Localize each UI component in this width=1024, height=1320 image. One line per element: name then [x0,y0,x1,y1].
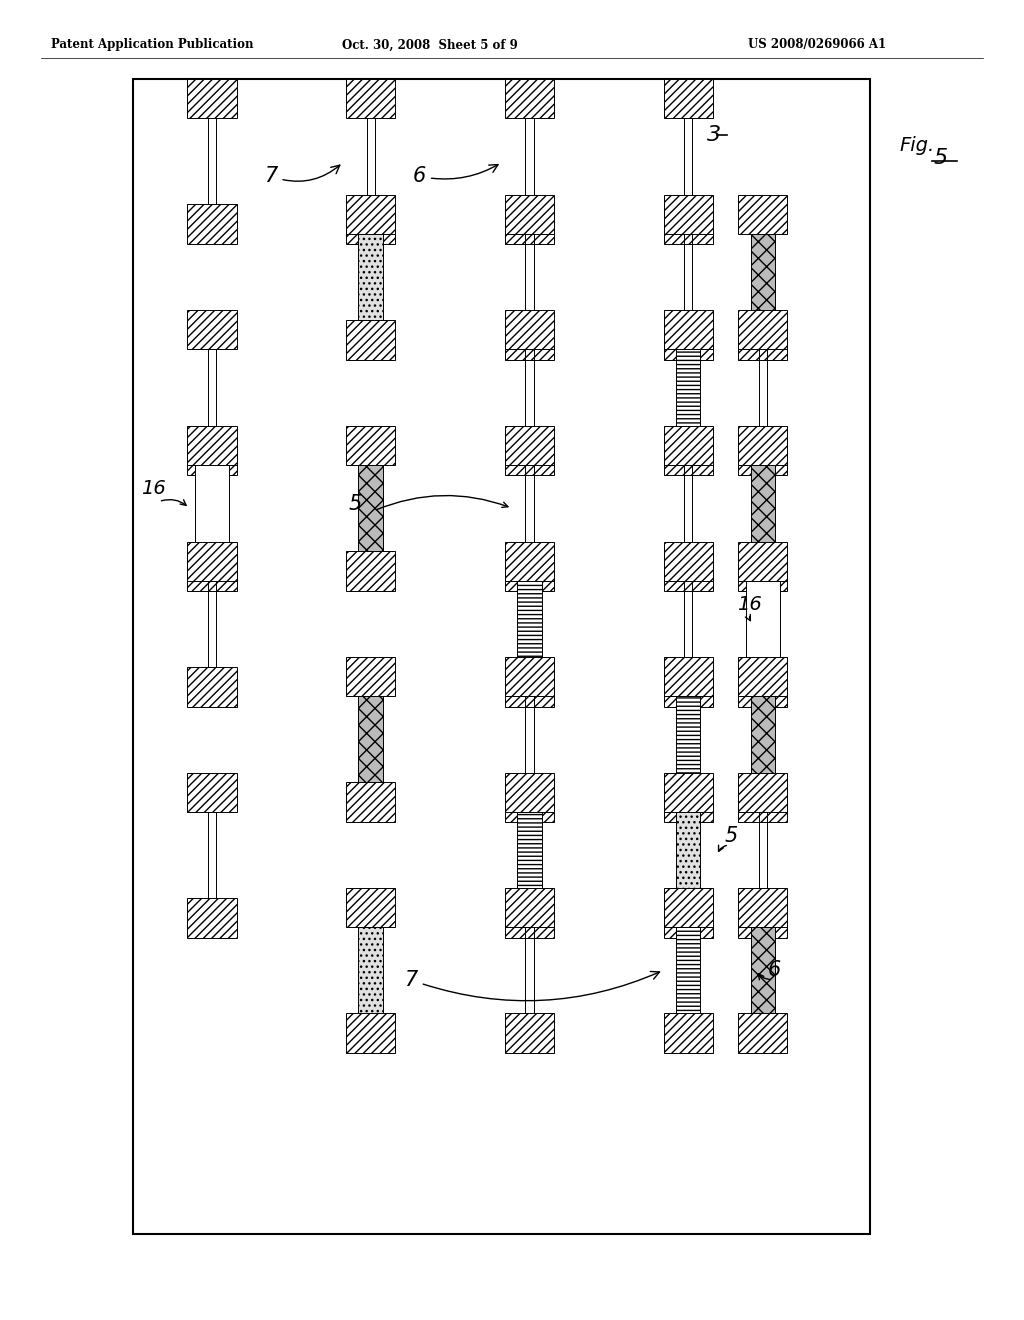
Bar [187,774,237,813]
Bar [505,781,554,821]
Bar [346,552,395,591]
Bar [738,541,787,581]
Bar [738,552,787,591]
Text: 5: 5 [725,825,738,846]
Bar [346,656,395,697]
Text: Fig.: Fig. [899,136,934,154]
Bar [358,235,383,319]
Bar [187,425,237,466]
Bar [187,541,237,581]
Text: 5: 5 [348,494,361,515]
Bar [346,319,395,359]
Bar [676,812,700,898]
Bar [738,781,787,821]
Bar [195,466,229,552]
Bar [505,774,554,813]
Bar [664,79,713,119]
Bar [358,466,383,552]
Bar [664,781,713,821]
Bar [738,774,787,813]
Bar [664,1014,713,1053]
Bar [346,79,395,119]
Bar [745,581,780,667]
Bar [187,203,237,243]
Bar [505,668,554,708]
Bar [187,436,237,475]
Bar [187,552,237,591]
Bar [358,927,383,1014]
Bar [664,656,713,697]
Text: 3: 3 [707,124,721,145]
Bar [664,436,713,475]
Bar [676,697,700,781]
Text: 7: 7 [404,970,659,1001]
Bar [664,194,713,235]
Text: 16: 16 [737,595,762,614]
Bar [751,697,775,781]
Bar [664,898,713,937]
Text: 7: 7 [264,165,340,186]
Bar [517,581,542,667]
Bar [738,425,787,466]
Bar [133,79,870,1234]
Bar [738,656,787,697]
Text: 5: 5 [934,148,948,169]
Bar [505,319,554,359]
Bar [664,774,713,813]
Bar [187,79,237,119]
Bar [738,194,787,235]
Bar [187,310,237,350]
Bar [358,697,383,781]
Bar [505,436,554,475]
Bar [505,541,554,581]
Bar [346,1014,395,1053]
Text: 6: 6 [768,960,781,981]
Bar [738,668,787,708]
Text: 16: 16 [141,479,166,498]
Bar [346,781,395,821]
Bar [738,436,787,475]
Bar [664,541,713,581]
Bar [664,425,713,466]
Bar [346,425,395,466]
Bar [738,319,787,359]
Bar [738,310,787,350]
Bar [187,668,237,708]
Bar [346,887,395,927]
Bar [676,348,700,436]
Bar [505,425,554,466]
Bar [505,79,554,119]
Bar [346,194,395,235]
Bar [505,1014,554,1053]
Bar [751,927,775,1014]
Bar [738,887,787,927]
Bar [664,310,713,350]
Bar [505,203,554,243]
Bar [664,668,713,708]
Text: Patent Application Publication: Patent Application Publication [51,38,254,51]
Text: US 2008/0269066 A1: US 2008/0269066 A1 [748,38,886,51]
Bar [505,194,554,235]
Bar [751,235,775,319]
Bar [346,203,395,243]
Bar [676,927,700,1014]
Bar [517,812,542,898]
Bar [187,898,237,937]
Bar [505,898,554,937]
Bar [664,552,713,591]
Bar [738,1014,787,1053]
Bar [751,466,775,552]
Bar [505,656,554,697]
Bar [738,898,787,937]
Bar [505,552,554,591]
Bar [664,887,713,927]
Text: Oct. 30, 2008  Sheet 5 of 9: Oct. 30, 2008 Sheet 5 of 9 [342,38,518,51]
Bar [664,319,713,359]
Bar [664,203,713,243]
Bar [505,310,554,350]
Text: 6: 6 [413,165,498,186]
Bar [505,887,554,927]
